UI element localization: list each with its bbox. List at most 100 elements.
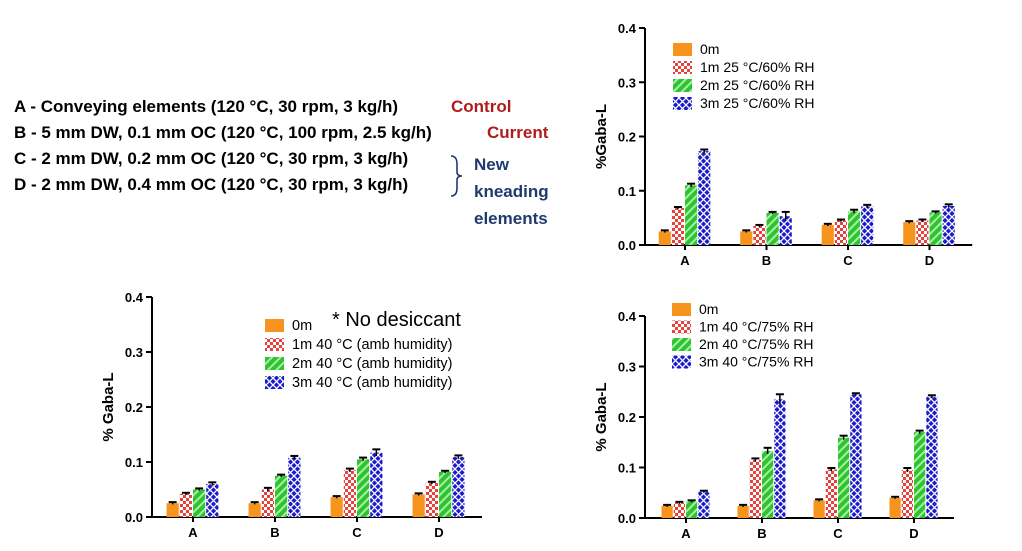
bar-a-s3 <box>698 491 710 518</box>
bar-a-s2 <box>686 501 698 518</box>
bar-a-s0 <box>661 505 673 518</box>
bar-a-s3 <box>206 484 219 517</box>
legend-label-3: 3m 25 °C/60% RH <box>700 95 815 111</box>
x-tick-label: B <box>762 253 771 268</box>
y-axis-label: % Gaba-L <box>593 382 610 451</box>
bar-d-s3 <box>926 396 938 518</box>
bar-c-s0 <box>821 224 834 245</box>
chart-0-group: 0.0 0.1 0.2 0.3 0.4 %Gaba-L A B C D 0m 1m 25 °C/60%… <box>593 21 973 268</box>
y-tick-label: 0.0 <box>618 238 636 253</box>
legend-swatch-0 <box>672 303 691 316</box>
legend-label-0: 0m <box>699 301 718 317</box>
legend-label-0: 0m <box>700 41 719 57</box>
bar-a-s3 <box>698 151 711 245</box>
bar-b-s1 <box>749 459 761 518</box>
bracket-label-elements: elements <box>474 209 548 228</box>
legend-label-1: 1m 40 °C/75% RH <box>699 319 814 335</box>
y-tick-label: 0.4 <box>125 290 144 305</box>
bar-d-s1 <box>901 470 913 518</box>
bar-a-s0 <box>166 503 179 517</box>
bar-a-s2 <box>685 185 698 245</box>
bar-c-s0 <box>813 500 825 518</box>
y-tick-label: 0.3 <box>618 360 636 375</box>
bar-b-s0 <box>737 505 749 518</box>
bar-c-s3 <box>850 394 862 518</box>
bar-d-s3 <box>452 457 465 517</box>
bar-c-s1 <box>825 469 837 518</box>
bar-b-s1 <box>753 226 766 245</box>
condition-tag-current: Current <box>487 123 549 142</box>
y-tick-label: 0.4 <box>618 21 637 36</box>
bar-b-s2 <box>766 212 779 245</box>
legend-label-2: 2m 40 °C (amb humidity) <box>292 356 453 372</box>
bar-b-s3 <box>774 399 786 518</box>
legend-swatch-3 <box>265 376 284 389</box>
bar-b-s3 <box>779 216 792 245</box>
y-tick-label: 0.0 <box>125 510 143 525</box>
legend-swatch-2 <box>672 338 691 351</box>
x-tick-label: A <box>188 525 198 540</box>
x-tick-label: A <box>681 526 691 541</box>
condition-line-d: D - 2 mm DW, 0.4 mm OC (120 °C, 30 rpm, … <box>14 175 409 194</box>
bar-a-s0 <box>658 231 671 245</box>
legend-label-3: 3m 40 °C (amb humidity) <box>292 375 453 391</box>
y-tick-label: 0.1 <box>618 184 636 199</box>
y-tick-label: 0.2 <box>618 130 636 145</box>
chart-annotation: * No desiccant <box>332 309 461 331</box>
condition-line-a: A - Conveying elements (120 °C, 30 rpm, … <box>14 97 399 116</box>
chart-2-group: 0.0 0.1 0.2 0.3 0.4 % Gaba-L A B C D 0m 1m 40 °C/75… <box>593 301 954 541</box>
bracket-label-new: New <box>474 155 509 174</box>
legend-swatch-3 <box>672 355 691 369</box>
legend-swatch-3 <box>673 97 692 110</box>
x-tick-label: C <box>352 525 362 540</box>
bar-d-s3 <box>942 205 955 245</box>
bar-b-s2 <box>762 450 774 518</box>
y-tick-label: 0.1 <box>125 455 143 470</box>
condition-line-c: C - 2 mm DW, 0.2 mm OC (120 °C, 30 rpm, … <box>14 149 409 168</box>
bar-d-s2 <box>439 471 452 517</box>
y-tick-label: 0.0 <box>618 511 636 526</box>
bar-a-s1 <box>671 208 684 245</box>
bar-d-s1 <box>916 220 929 245</box>
bar-c-s2 <box>848 211 861 245</box>
bar-c-s3 <box>861 206 874 245</box>
bar-b-s0 <box>740 231 753 245</box>
bar-b-s0 <box>248 503 261 517</box>
bar-c-s3 <box>370 452 383 517</box>
legend-label-2: 2m 40 °C/75% RH <box>699 336 814 352</box>
y-tick-label: 0.2 <box>618 410 636 425</box>
bar-d-s2 <box>929 212 942 245</box>
legend-label-3: 3m 40 °C/75% RH <box>699 354 814 370</box>
x-tick-label: D <box>434 525 443 540</box>
legend-label-0: 0m <box>292 318 312 334</box>
bar-c-s0 <box>330 497 343 517</box>
chart-1-group: 0.0 0.1 0.2 0.3 0.4 % Gaba-L A B C D 0m 1m 40 °C (a… <box>100 290 482 540</box>
legend-label-2: 2m 25 °C/60% RH <box>700 77 815 93</box>
bracket-icon <box>450 155 463 197</box>
y-tick-label: 0.1 <box>618 461 636 476</box>
legend-swatch-0 <box>673 43 692 56</box>
legend-swatch-2 <box>673 79 692 92</box>
y-tick-label: 0.3 <box>618 75 636 90</box>
x-tick-label: D <box>909 526 918 541</box>
x-tick-label: D <box>925 253 934 268</box>
legend-swatch-2 <box>265 357 284 370</box>
condition-line-b: B - 5 mm DW, 0.1 mm OC (120 °C, 100 rpm,… <box>14 123 432 142</box>
bracket-label-kneading: kneading <box>474 182 549 201</box>
x-tick-label: A <box>680 253 690 268</box>
y-tick-label: 0.4 <box>618 309 637 324</box>
legend-label-1: 1m 40 °C (amb humidity) <box>292 337 453 353</box>
bar-d-s2 <box>914 432 926 518</box>
bar-d-s1 <box>425 482 438 517</box>
y-axis-label: % Gaba-L <box>100 372 117 441</box>
bar-c-s2 <box>838 437 850 518</box>
legend-label-1: 1m 25 °C/60% RH <box>700 59 815 75</box>
legend-swatch-1 <box>672 320 691 334</box>
x-tick-label: B <box>270 525 279 540</box>
y-tick-label: 0.2 <box>125 400 143 415</box>
bar-b-s2 <box>275 475 288 517</box>
bar-d-s0 <box>412 494 425 517</box>
